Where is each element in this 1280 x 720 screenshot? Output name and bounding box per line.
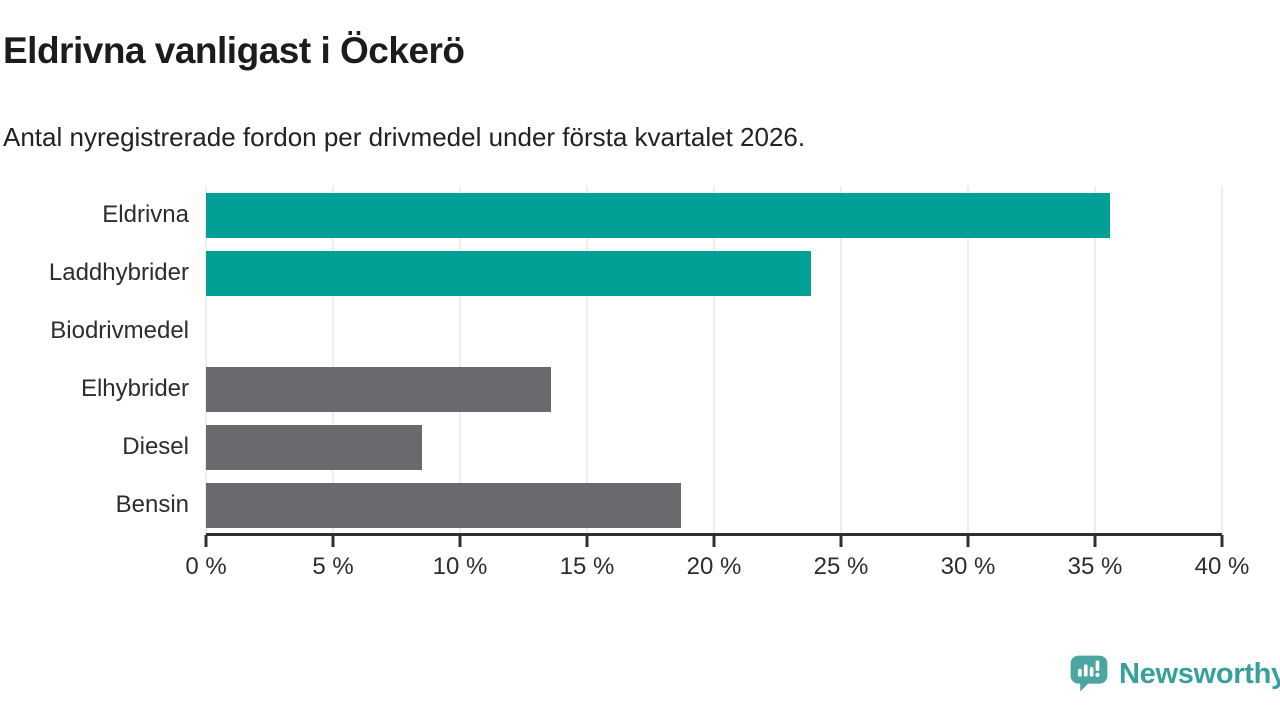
x-axis: 0 % 5 % 10 % 15 % 20 % 25 % 30 % 35 % 40 % — [185, 533, 1249, 593]
axis-tick-label: 5 % — [312, 553, 354, 580]
chart-title: Eldrivna vanligast i Öckerö — [3, 30, 465, 71]
category-label: Biodrivmedel — [50, 317, 189, 344]
category-label: Elhybrider — [80, 375, 189, 402]
gridline — [1221, 186, 1223, 534]
chart-row: Diesel — [122, 418, 1222, 476]
newsworthy-bubble-chart-icon — [1068, 653, 1110, 695]
axis-tick-label: 40 % — [1194, 553, 1250, 580]
x-axis-line — [206, 533, 1222, 536]
chart-subtitle: Antal nyregistrerade fordon per drivmede… — [3, 122, 806, 152]
plot-area: Eldrivna Laddhybrider Biodrivmedel Elhybrid… — [49, 186, 1223, 534]
chart-row: Biodrivmedel — [50, 302, 1222, 360]
axis-tick — [331, 535, 335, 547]
newsworthy-wordmark: Newsworthy — [1119, 657, 1280, 690]
axis-tick — [839, 535, 843, 547]
bar-eldrivna — [206, 192, 1111, 238]
gridline — [713, 186, 715, 534]
category-label: Eldrivna — [102, 201, 189, 228]
bar-diesel — [206, 424, 422, 470]
chart-row: Bensin — [116, 476, 1222, 534]
chart-row: Elhybrider — [81, 360, 1222, 418]
category-label: Diesel — [122, 433, 189, 460]
category-label: Bensin — [115, 491, 189, 518]
axis-tick-label: 20 % — [686, 553, 742, 580]
chart-row: Laddhybrider — [49, 244, 1222, 302]
axis-tick — [458, 535, 462, 547]
axis-tick-label: 10 % — [432, 553, 488, 580]
gridline — [586, 186, 588, 534]
axis-tick — [585, 535, 589, 547]
bar-bensin — [206, 482, 681, 528]
newsworthy-logo: Newsworthy — [1068, 653, 1280, 695]
axis-tick — [1093, 535, 1097, 547]
axis-tick-label: 35 % — [1067, 553, 1123, 580]
axis-tick — [966, 535, 970, 547]
axis-tick — [204, 535, 208, 547]
axis-tick-label: 30 % — [940, 553, 996, 580]
bar-laddhybrider — [206, 250, 811, 296]
category-label: Laddhybrider — [48, 259, 189, 286]
axis-tick-label: 15 % — [559, 553, 615, 580]
chart-row: Eldrivna — [102, 186, 1222, 244]
bar-elhybrider — [206, 366, 552, 412]
axis-tick-label: 25 % — [813, 553, 869, 580]
axis-tick-label: 0 % — [185, 553, 227, 580]
gridline — [459, 186, 461, 534]
axis-tick — [1220, 535, 1224, 547]
gridline — [967, 186, 969, 534]
gridline — [1094, 186, 1096, 534]
gridline — [332, 186, 334, 534]
gridline — [840, 186, 842, 534]
axis-tick — [712, 535, 716, 547]
gridline — [205, 186, 207, 534]
